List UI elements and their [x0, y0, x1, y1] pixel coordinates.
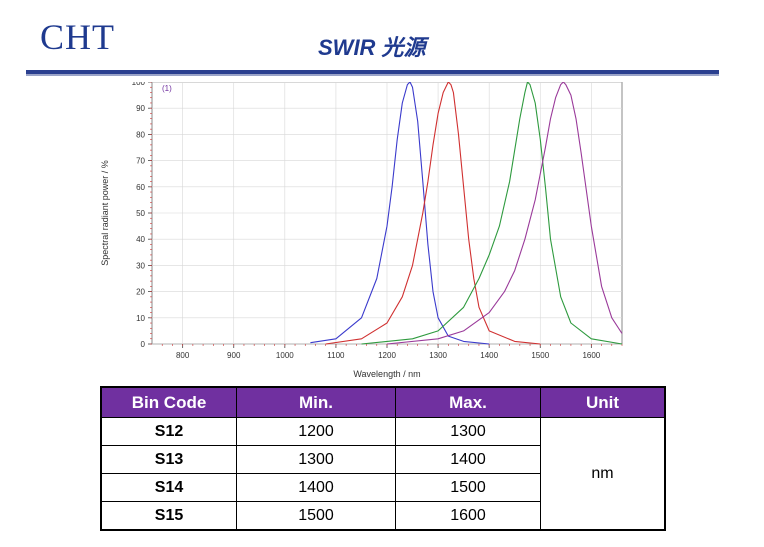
- bin-code-cell: S15: [100, 501, 237, 531]
- table-row: S15 1500 1600: [100, 501, 665, 531]
- y-tick-label: 20: [136, 288, 145, 297]
- min-cell: 1300: [236, 445, 396, 474]
- header-divider: [26, 70, 719, 74]
- x-tick-label: 1400: [480, 351, 498, 360]
- bin-code-cell: S13: [100, 445, 237, 474]
- x-tick-label: 800: [176, 351, 190, 360]
- y-tick-label: 10: [136, 314, 145, 323]
- col-header-unit: Unit: [540, 386, 666, 418]
- spectrum-chart: 0 10 20 30 40 50 60 70 80 90 100 800 900 1000 1100 120…: [100, 82, 623, 379]
- min-cell: 1200: [236, 417, 396, 446]
- series-line-2: [325, 82, 541, 345]
- series-curves: [310, 82, 623, 345]
- x-axis-label: Wavelength / nm: [353, 369, 420, 379]
- max-cell: 1500: [395, 473, 541, 502]
- max-cell: 1400: [395, 445, 541, 474]
- page-title: SWIR 光源: [318, 35, 426, 60]
- y-tick-label: 50: [136, 209, 145, 218]
- y-tick-label: 90: [136, 104, 145, 113]
- corner-label: (1): [162, 84, 172, 93]
- x-axis: 800 900 1000 1100 1200 1300 1400 1500 1600: [161, 344, 623, 360]
- min-cell: 1500: [236, 501, 396, 531]
- y-tick-label: 40: [136, 235, 145, 244]
- col-header-bin-code: Bin Code: [100, 386, 237, 418]
- series-line-1: [310, 82, 490, 345]
- x-tick-label: 900: [227, 351, 241, 360]
- col-header-max: Max.: [395, 386, 541, 418]
- y-tick-label: 100: [132, 82, 146, 87]
- table-row: S14 1400 1500: [100, 473, 665, 502]
- bin-code-cell: S14: [100, 473, 237, 502]
- x-tick-label: 1600: [582, 351, 600, 360]
- min-cell: 1400: [236, 473, 396, 502]
- x-tick-label: 1200: [378, 351, 396, 360]
- y-tick-label: 60: [136, 183, 145, 192]
- col-header-min: Min.: [236, 386, 396, 418]
- series-line-4: [386, 82, 623, 345]
- table-header-row: Bin Code Min. Max. Unit: [100, 386, 666, 418]
- max-cell: 1600: [395, 501, 541, 531]
- bin-code-table: Bin Code Min. Max. Unit S12 1200 1300 nm…: [100, 386, 666, 531]
- table-row: S12 1200 1300 nm: [100, 417, 666, 531]
- x-tick-label: 1100: [327, 351, 345, 360]
- x-tick-label: 1300: [429, 351, 447, 360]
- x-tick-label: 1500: [531, 351, 549, 360]
- y-tick-label: 0: [141, 340, 146, 349]
- unit-cell: nm: [540, 417, 666, 531]
- bin-code-cell: S12: [100, 417, 237, 446]
- y-tick-label: 70: [136, 157, 145, 166]
- y-tick-label: 80: [136, 130, 145, 139]
- max-cell: 1300: [395, 417, 541, 446]
- y-axis: 0 10 20 30 40 50 60 70 80 90 100: [132, 82, 152, 349]
- series-line-3: [361, 82, 623, 345]
- x-tick-label: 1000: [276, 351, 294, 360]
- y-tick-label: 30: [136, 261, 145, 270]
- company-logo: CHT: [40, 17, 115, 57]
- grid: [152, 82, 622, 345]
- y-axis-label: Spectral radiant power / %: [100, 160, 110, 266]
